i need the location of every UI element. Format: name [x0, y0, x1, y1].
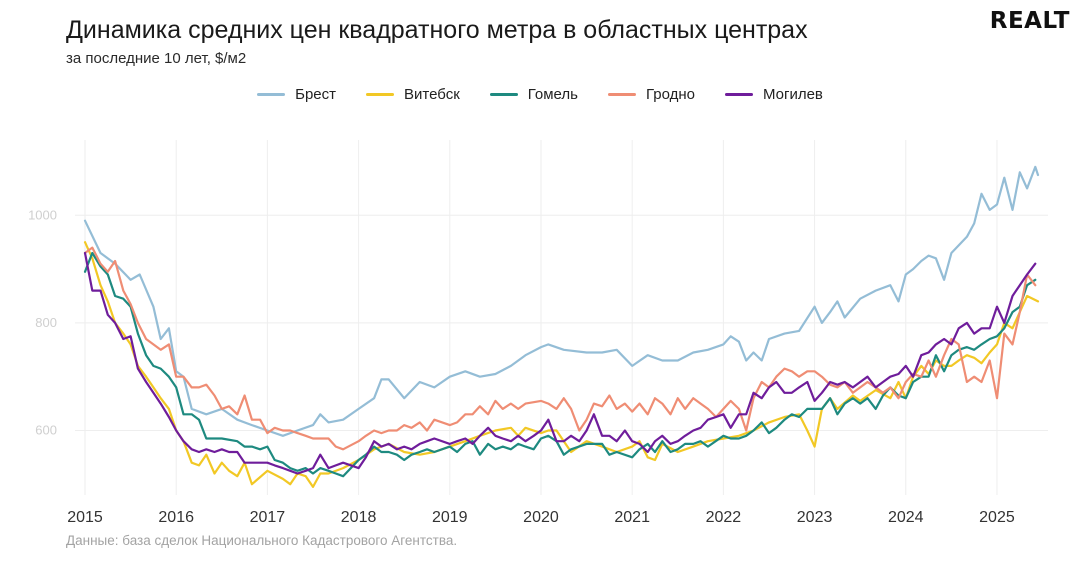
- y-tick-label: 800: [35, 315, 57, 330]
- brand-logo: REALT: [989, 8, 1070, 34]
- chart-subtitle: за последние 10 лет, $/м2: [66, 50, 247, 67]
- legend-label: Гродно: [645, 86, 695, 103]
- source-note: Данные: база сделок Национального Кадаст…: [66, 533, 458, 548]
- legend-swatch: [366, 93, 395, 96]
- x-tick-label: 2024: [888, 509, 924, 526]
- legend-item: Гомель: [489, 86, 578, 103]
- legend-swatch: [607, 93, 636, 96]
- y-tick-label: 1000: [28, 207, 57, 222]
- legend-item: Брест: [257, 86, 336, 103]
- series-lines: [83, 165, 1040, 488]
- chart-title: Динамика средних цен квадратного метра в…: [66, 16, 808, 44]
- chart-legend: Брест Витебск Гомель Гродно Могилев: [0, 86, 1080, 103]
- legend-swatch: [724, 93, 753, 96]
- series-line-Гомель: [83, 251, 1037, 478]
- x-tick-label: 2016: [158, 509, 194, 526]
- legend-item: Могилев: [724, 86, 823, 103]
- x-tick-label: 2022: [706, 509, 742, 526]
- legend-label: Гомель: [527, 86, 578, 103]
- legend-item: Витебск: [366, 86, 460, 103]
- legend-swatch: [257, 93, 286, 96]
- x-tick-label: 2017: [250, 509, 286, 526]
- gridlines: [75, 140, 1048, 495]
- axis-ticks: 600 800 1000 2015 2016 2017 2018 2019 2020 2021 20…: [28, 207, 1015, 526]
- series-line-Гродно: [83, 246, 1037, 451]
- legend-label: Витебск: [404, 86, 460, 103]
- legend-swatch: [489, 93, 518, 96]
- x-tick-label: 2019: [432, 509, 468, 526]
- x-tick-label: 2015: [67, 509, 103, 526]
- legend-label: Брест: [295, 86, 337, 103]
- series-line-Брест: [83, 165, 1040, 437]
- x-tick-label: 2023: [797, 509, 833, 526]
- x-tick-label: 2020: [523, 509, 559, 526]
- x-tick-label: 2018: [341, 509, 377, 526]
- legend-label: Могилев: [762, 86, 823, 103]
- y-tick-label: 600: [35, 422, 57, 437]
- x-tick-label: 2021: [614, 509, 650, 526]
- series-line-Могилев: [83, 251, 1037, 475]
- legend-item: Гродно: [607, 86, 695, 103]
- x-tick-label: 2025: [979, 509, 1015, 526]
